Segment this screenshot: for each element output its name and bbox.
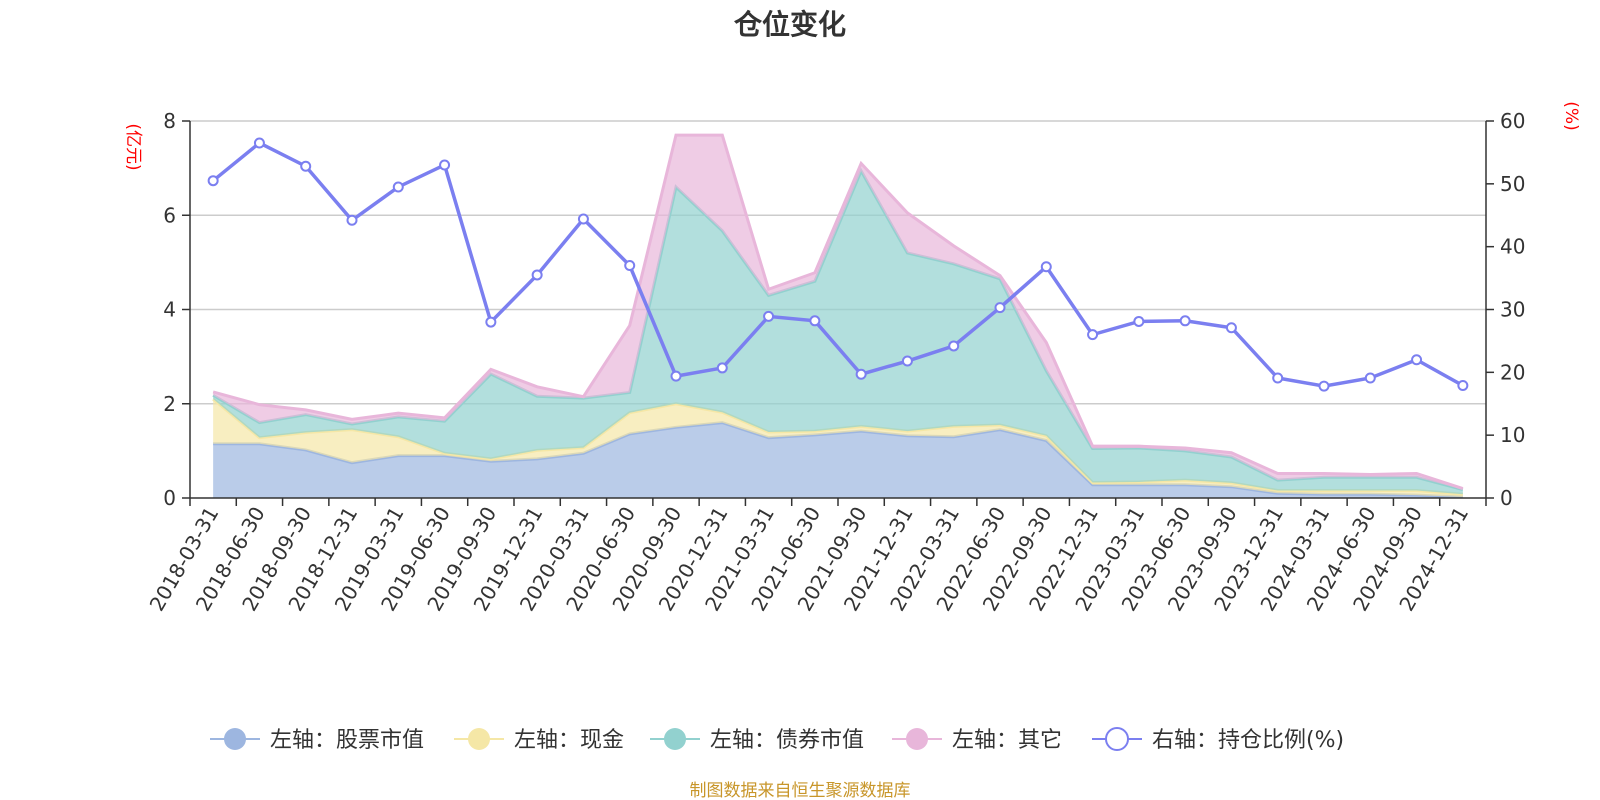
legend-marker-circle bbox=[224, 728, 246, 750]
right-axis-unit: (%) bbox=[1561, 101, 1581, 130]
line-series-point bbox=[716, 362, 728, 374]
line-series-point bbox=[531, 269, 543, 281]
right-axis-tick-label: 40 bbox=[1500, 235, 1525, 259]
legend-label: 左轴：股票市值 bbox=[270, 728, 424, 753]
area-series-4-edge bbox=[212, 133, 1464, 490]
line-series-point bbox=[485, 316, 497, 328]
legend-marker-circle bbox=[468, 728, 490, 750]
line-series-point bbox=[901, 355, 913, 367]
line-series-point bbox=[1179, 315, 1191, 327]
right-axis-tick-label: 50 bbox=[1500, 172, 1525, 196]
right-axis-tick-label: 30 bbox=[1500, 298, 1525, 322]
line-series-point bbox=[577, 213, 589, 225]
line-series-point bbox=[1272, 372, 1284, 384]
legend-label: 左轴：现金 bbox=[514, 728, 624, 753]
line-series-point bbox=[670, 370, 682, 382]
line-series-path bbox=[212, 140, 1464, 388]
line-series-point bbox=[392, 181, 404, 193]
line-series-point bbox=[300, 160, 312, 172]
line-series-point bbox=[1318, 380, 1330, 392]
line-series-point bbox=[1133, 315, 1145, 327]
area-series-1 bbox=[213, 422, 1463, 498]
legend-item-5: 右轴：持仓比例(%) bbox=[1092, 727, 1344, 753]
left-axis-tick-label: 6 bbox=[163, 203, 176, 227]
chart-title: 仓位变化 bbox=[734, 8, 846, 41]
line-series-point bbox=[1364, 372, 1376, 384]
right-axis-tick-label: 0 bbox=[1500, 486, 1513, 510]
left-axis-tick-label: 2 bbox=[163, 392, 176, 416]
line-series-point bbox=[346, 214, 358, 226]
legend-item-3: 左轴：债券市值 bbox=[650, 728, 864, 753]
legend-marker-circle bbox=[664, 728, 686, 750]
left-axis-tick-label: 0 bbox=[163, 486, 176, 510]
line-series-point bbox=[1457, 380, 1469, 392]
line-series-point bbox=[253, 137, 265, 149]
legend-item-1: 左轴：股票市值 bbox=[210, 728, 424, 753]
line-series-point bbox=[763, 310, 775, 322]
right-axis-tick-label: 10 bbox=[1500, 423, 1525, 447]
line-series-point bbox=[855, 368, 867, 380]
area-series-3-edge bbox=[212, 167, 1464, 491]
stacked-areas bbox=[212, 133, 1464, 499]
legend: 左轴：股票市值 左轴：现金 左轴：债券市值 左轴：其它 右轴：持仓比例(%) bbox=[210, 727, 1344, 753]
legend-label: 右轴：持仓比例(%) bbox=[1152, 728, 1344, 753]
right-axis-tick-label: 20 bbox=[1500, 360, 1525, 384]
line-series-point bbox=[1040, 261, 1052, 273]
right-axis-tick-label: 60 bbox=[1500, 109, 1525, 133]
legend-label: 左轴：债券市值 bbox=[710, 728, 864, 753]
line-series-point bbox=[994, 302, 1006, 314]
left-axis-tick-label: 8 bbox=[163, 109, 176, 133]
legend-item-2: 左轴：现金 bbox=[454, 728, 624, 753]
left-axis-tick-label: 4 bbox=[163, 298, 176, 322]
legend-marker-circle bbox=[1105, 727, 1129, 751]
line-series-point bbox=[1087, 329, 1099, 341]
data-source-note: 制图数据来自恒生聚源数据库 bbox=[690, 781, 911, 800]
line-series-point bbox=[1411, 354, 1423, 366]
left-axis-unit: (亿元) bbox=[123, 123, 143, 170]
position-ratio-line bbox=[207, 137, 1469, 392]
legend-item-4: 左轴：其它 bbox=[892, 728, 1062, 753]
area-series-3 bbox=[213, 170, 1463, 495]
line-series-point bbox=[439, 159, 451, 171]
legend-marker-circle bbox=[906, 728, 928, 750]
line-series-point bbox=[1225, 322, 1237, 334]
line-series-point bbox=[948, 340, 960, 352]
line-series-point bbox=[809, 315, 821, 327]
legend-label: 左轴：其它 bbox=[952, 728, 1062, 753]
line-series-point bbox=[207, 175, 219, 187]
line-series-point bbox=[624, 260, 636, 272]
